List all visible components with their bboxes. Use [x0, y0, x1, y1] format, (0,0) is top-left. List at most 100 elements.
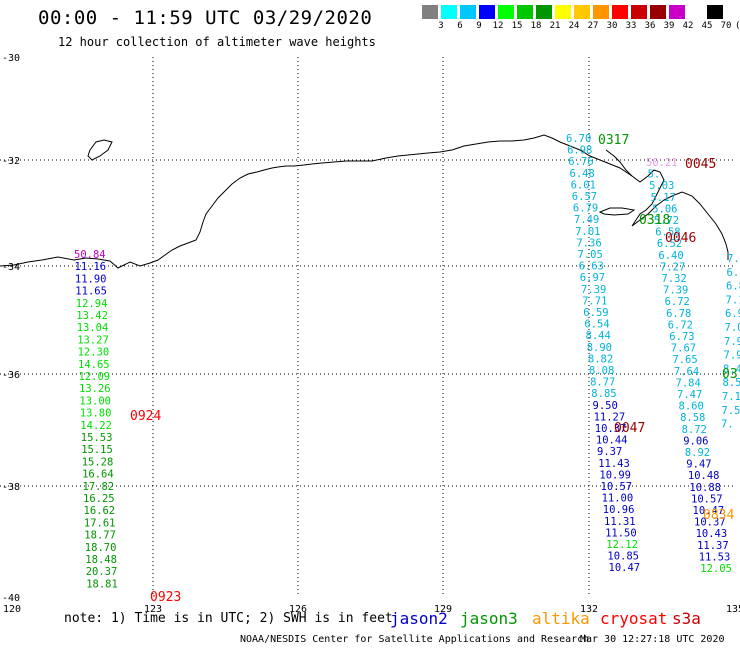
eyre-peninsula — [605, 149, 633, 177]
scale-label: 3 — [438, 21, 444, 31]
track-jason3-west-value: 16.64 — [82, 469, 114, 481]
satellite-jason2: jason2 — [390, 609, 448, 628]
scale-swatch — [707, 5, 724, 19]
track-jason3-east-value: 11.43 — [598, 458, 630, 470]
australia-coastline — [0, 134, 729, 269]
track-jason3-east-value: 11.31 — [604, 516, 636, 528]
track-cryosat-gulf-value: 6.78 — [666, 308, 691, 320]
track-cryosat-gulf-value: 6.73 — [669, 331, 694, 343]
track-jason3-west-value: 14.22 — [80, 420, 112, 432]
track-jason3-west-value: 18.77 — [84, 530, 116, 542]
lon-label: 129 — [434, 604, 452, 615]
track-far-east-value: 7.04 — [725, 322, 740, 334]
track-jason3-east-value: 8.82 — [588, 353, 613, 365]
scale-swatch — [479, 5, 496, 19]
track-cryosat-gulf-value: 5.06 — [652, 203, 677, 215]
track-jason3-west-value: 18.48 — [85, 554, 117, 566]
scale-swatch — [669, 5, 686, 19]
track-jason3-west-value: 13.27 — [77, 334, 109, 346]
track-jason3-east-value: 12.12 — [606, 539, 638, 551]
track-jason3-east-value: 11.27 — [594, 411, 626, 423]
track-jason3-east-value: 8.44 — [586, 330, 611, 342]
track-jason3-east-value: 10.57 — [601, 481, 633, 493]
track-jason3-west-value: 11.90 — [75, 273, 107, 285]
track-cryosat-gulf-value: 7.67 — [671, 343, 696, 355]
lat-lon-grid: 120 123 126 129 132 135 -30 -32 -34 -36 -38 -40 — [0, 53, 740, 615]
lat-label: -40 — [2, 593, 20, 604]
track-cryosat-gulf-value: 7.32 — [662, 273, 687, 285]
scale-label: 15 — [511, 21, 523, 31]
track-cryosat-gulf-value: 10.88 — [689, 482, 721, 494]
lat-label: -30 — [2, 53, 20, 64]
credit-line: NOAA/NESDIS Center for Satellite Applica… — [240, 634, 590, 645]
track-jason3-east-value: 10.99 — [599, 469, 631, 481]
time-label: 0924 — [130, 409, 161, 424]
track-cryosat-gulf-value: 50.21 — [646, 157, 678, 169]
track-jason3-east-value: 10.96 — [603, 504, 635, 516]
lon-label: 135 — [726, 604, 740, 615]
track-jason3-east-value: 9.37 — [597, 446, 622, 458]
time-label: 0317 — [598, 133, 629, 148]
track-cryosat-gulf-value: 9.06 — [683, 435, 708, 447]
track-jason3-west-value: 13.04 — [77, 322, 109, 334]
track-jason3-west-value: 12.94 — [76, 298, 108, 310]
track-far-east-value: 7.1 — [726, 294, 740, 306]
track-jason3-east-value: 6.57 — [572, 191, 597, 203]
scale-label: 27 — [587, 21, 599, 31]
track-jason3-east-value: 10.47 — [609, 562, 641, 574]
scale-label: 24 — [568, 21, 580, 31]
track-jason3-east-value: 11.50 — [605, 527, 637, 539]
track-cryosat-gulf-value: 10.48 — [688, 470, 720, 482]
track-cryosat-gulf-value: 8.60 — [679, 401, 704, 413]
time-label: 0047 — [614, 421, 645, 436]
track-far-east-value: 8.49 — [723, 363, 740, 375]
track-cryosat-gulf-value: 6.72 — [668, 319, 693, 331]
track-cryosat-gulf-value: 12.05 — [700, 563, 732, 575]
scale-label: 6 — [457, 21, 463, 31]
scale-swatch — [574, 5, 591, 19]
scale-label: 33 — [625, 21, 637, 31]
track-cryosat-gulf-value: 6.40 — [658, 250, 683, 262]
track-jason3-east-value: 8.85 — [591, 388, 616, 400]
track-far-east-value: 6.93 — [725, 308, 740, 320]
track-far-east-value: 7.91 — [724, 336, 740, 348]
satellite-cryosat: cryosat — [600, 609, 668, 628]
scale-label: 42 — [682, 21, 694, 31]
scale-label: 36 — [644, 21, 656, 31]
track-jason3-east-value: 6.48 — [570, 168, 595, 180]
track-jason3-east-value: 6.63 — [579, 261, 604, 273]
track-cryosat-gulf-value: 9.47 — [686, 459, 711, 471]
track-cryosat-gulf-value: 11.53 — [699, 551, 731, 563]
track-cryosat-gulf-value: 7.65 — [672, 354, 697, 366]
track-jason3-east-value: 6.70 — [566, 133, 591, 145]
track-cryosat-gulf-value: 7.64 — [674, 366, 699, 378]
scale-swatch — [517, 5, 534, 19]
track-jason3-west-value: 17.82 — [83, 481, 115, 493]
track-jason3-east-value: 6.76 — [568, 156, 593, 168]
scale-label: 30 — [606, 21, 618, 31]
track-jason3-west-value: 20.37 — [86, 566, 118, 578]
kangaroo-island — [598, 207, 636, 216]
track-cryosat-gulf-value: 7.27 — [660, 261, 685, 273]
track-jason3-east-value: 10.85 — [607, 551, 639, 563]
scale-swatch — [460, 5, 477, 19]
recherche-island — [87, 139, 113, 161]
track-jason3-east-value: 6.59 — [583, 307, 608, 319]
track-jason3-west-value: 18.81 — [86, 578, 118, 590]
scale-swatch — [422, 5, 439, 19]
track-far-east-value: 7. — [727, 253, 740, 265]
track-far-east-value: 7.12 — [722, 391, 740, 403]
track-cryosat-gulf-value: 7.47 — [677, 389, 702, 401]
track-far-east-value: 7. — [721, 419, 734, 431]
track-jason3-east-value: 6.01 — [571, 179, 596, 191]
track-jason3-west-value: 11.65 — [75, 286, 107, 298]
scale-swatch — [688, 5, 705, 19]
time-label: 0045 — [685, 157, 716, 172]
track-jason3-east-value: 8.77 — [590, 377, 615, 389]
track-cryosat-gulf-value: 10.57 — [691, 493, 723, 505]
page-subtitle: 12 hour collection of altimeter wave hei… — [58, 35, 376, 49]
track-jason3-west-value: 14.65 — [78, 359, 110, 371]
track-cryosat-gulf-value: 8.58 — [680, 412, 705, 424]
